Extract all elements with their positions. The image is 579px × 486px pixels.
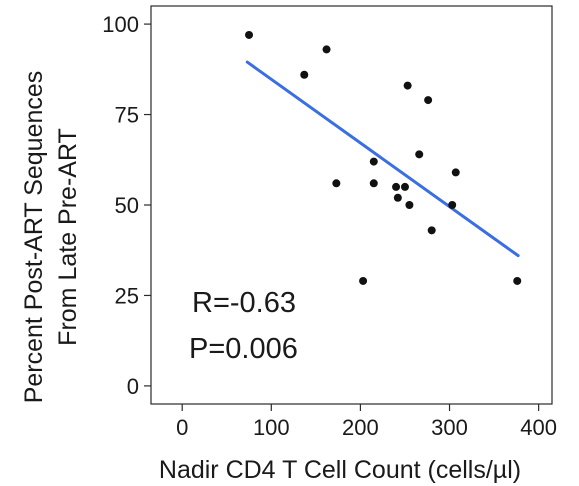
x-tick-label: 100 <box>253 415 290 440</box>
data-point <box>400 182 409 191</box>
y-axis-label: Percent Post-ART Sequences From Late Pre… <box>20 71 82 404</box>
y-tick-label: 100 <box>102 12 139 37</box>
data-point <box>403 81 412 90</box>
data-points <box>245 30 522 285</box>
data-point <box>427 226 436 235</box>
data-point <box>359 276 368 285</box>
annotation-group: R=-0.63 P=0.006 <box>189 287 298 365</box>
regression-line-group <box>245 60 520 258</box>
data-point <box>448 201 457 209</box>
x-tick-label: 200 <box>342 415 379 440</box>
data-point <box>393 193 402 202</box>
data-point <box>322 45 331 54</box>
data-point <box>245 30 254 39</box>
data-point <box>424 96 433 105</box>
x-tick-label: 400 <box>520 415 557 440</box>
y-tick-label: 75 <box>115 103 139 128</box>
data-point <box>392 182 401 191</box>
data-point <box>369 179 378 188</box>
data-point <box>415 150 424 159</box>
y-tick-label: 25 <box>115 283 139 308</box>
regression-line <box>245 60 520 258</box>
data-point <box>332 179 341 188</box>
annotation-p-value: P=0.006 <box>189 333 298 365</box>
data-point <box>513 276 522 285</box>
y-tick-label: 50 <box>115 193 139 218</box>
y-axis-label-line-1: Percent Post-ART Sequences <box>20 71 48 404</box>
y-tick-label: 0 <box>127 374 139 399</box>
x-axis-label: Nadir CD4 T Cell Count (cells/µl) <box>159 456 521 484</box>
y-axis: 0 25 50 75 100 <box>102 12 151 399</box>
data-point <box>451 168 460 177</box>
annotation-r-value: R=-0.63 <box>192 287 296 319</box>
x-tick-label: 0 <box>176 415 188 440</box>
x-tick-label: 300 <box>431 415 468 440</box>
data-point <box>300 70 309 79</box>
data-point <box>405 201 414 209</box>
y-axis-label-line-2: From Late Pre-ART <box>54 128 82 346</box>
x-axis: 0 100 200 300 400 <box>176 404 557 440</box>
data-point <box>369 157 378 166</box>
